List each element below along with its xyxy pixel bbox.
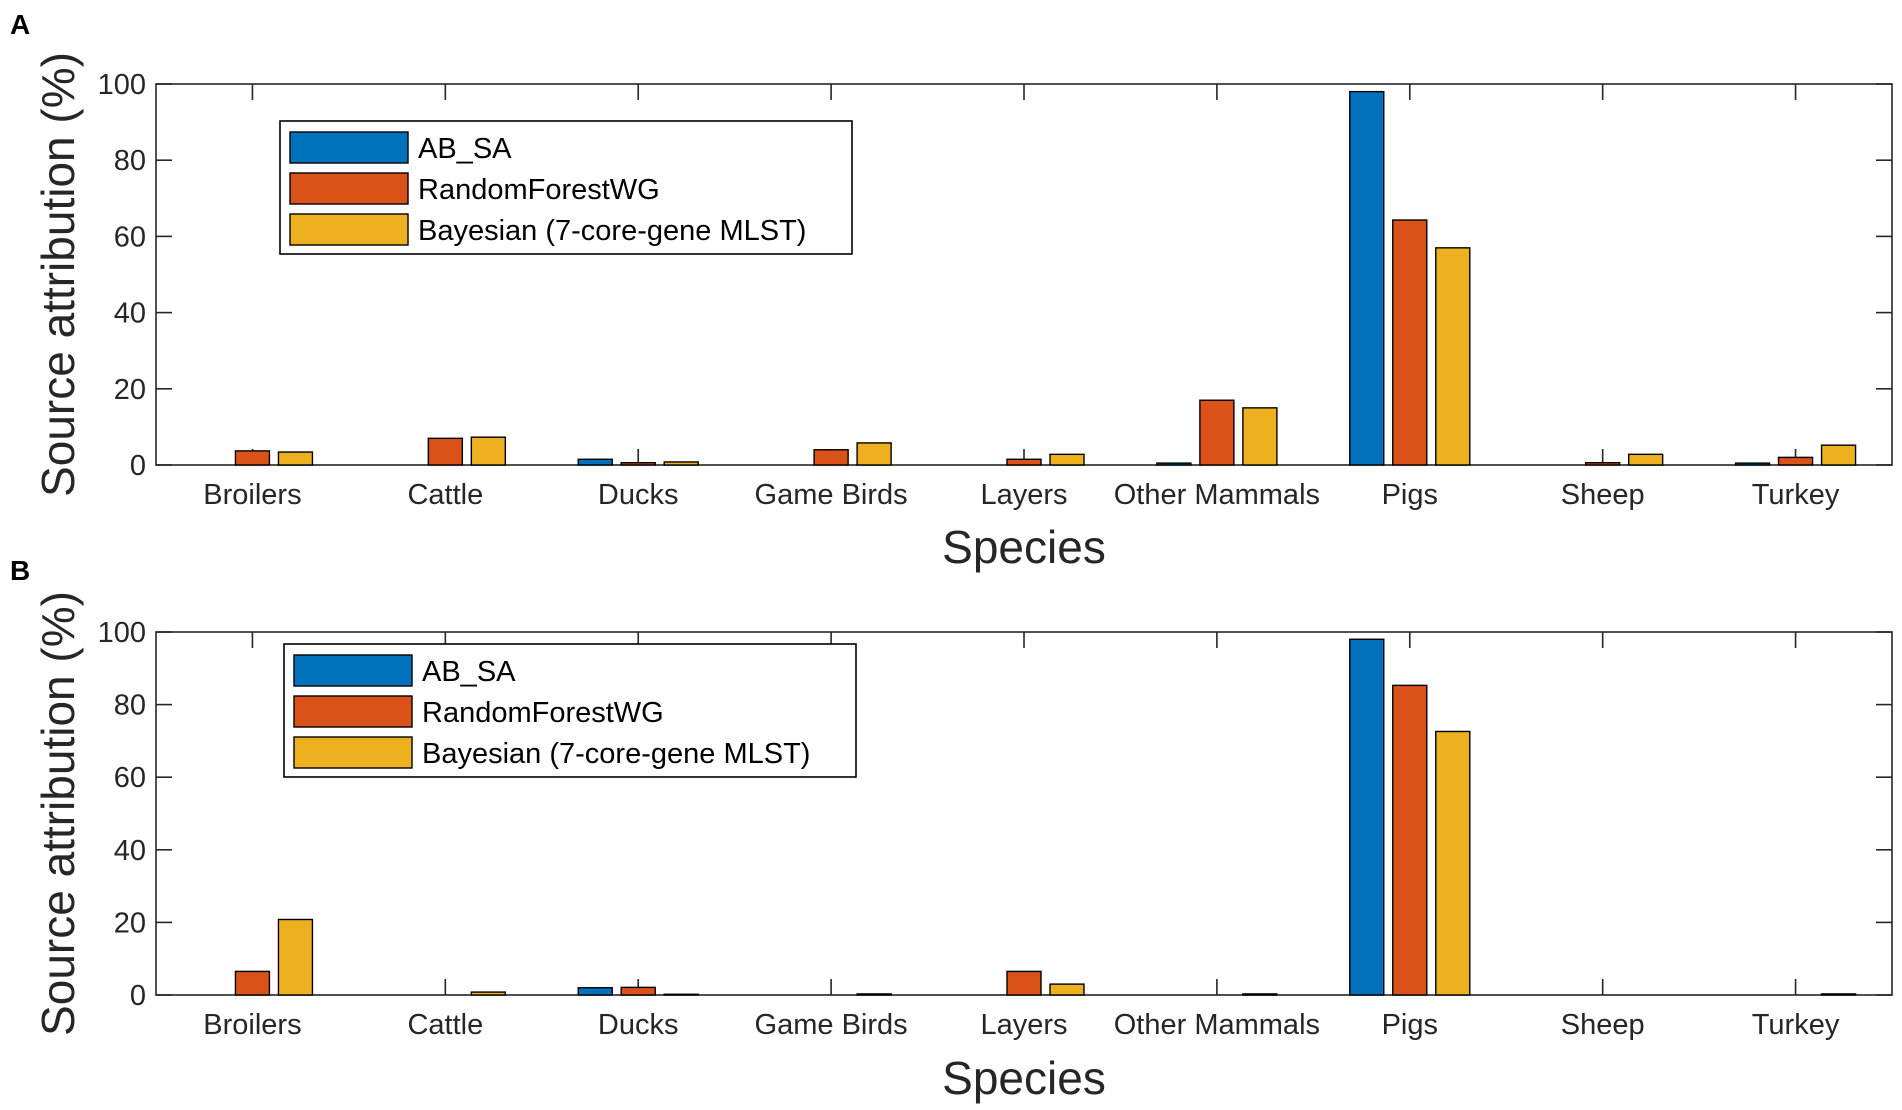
x-tick-label-turkey: Turkey bbox=[1752, 1009, 1840, 1041]
panel-b: B 0 20 40 60 80 100 Broilers Cattle Ducks Game Bir… bbox=[10, 555, 1893, 1104]
legend-swatch-bayesian-7-core-gene-mlst bbox=[289, 213, 409, 246]
bar-bayesian-7-core-gene-mlst-game-birds bbox=[856, 993, 892, 996]
bar-randomforestwg-game-birds bbox=[813, 449, 849, 466]
legend-swatch-ab-sa bbox=[289, 131, 409, 164]
y-tick-label: 60 bbox=[114, 221, 146, 253]
x-tick-label-ducks: Ducks bbox=[598, 479, 679, 511]
x-tick-label-layers: Layers bbox=[980, 1009, 1067, 1041]
legend-label-bayesian-7-core-gene-mlst: Bayesian (7-core-gene MLST) bbox=[418, 215, 806, 247]
bar-randomforestwg-cattle bbox=[427, 437, 464, 466]
legend: AB_SA RandomForestWG Bayesian (7-core-gene… bbox=[279, 120, 853, 255]
legend-label-randomforestwg: RandomForestWG bbox=[418, 174, 660, 206]
bar-ab-sa-pigs bbox=[1349, 90, 1385, 466]
x-tick-label-other-mammals: Other Mammals bbox=[1114, 1009, 1320, 1041]
bar-bayesian-7-core-gene-mlst-broilers bbox=[277, 451, 314, 466]
y-tick-label: 100 bbox=[98, 69, 146, 101]
bar-ab-sa-ducks bbox=[577, 987, 613, 996]
panel-label: A bbox=[10, 9, 30, 40]
y-tick-label: 0 bbox=[130, 980, 146, 1012]
bar-randomforestwg-broilers bbox=[234, 450, 271, 466]
y-tick-label: 40 bbox=[114, 298, 146, 330]
x-tick-label-turkey: Turkey bbox=[1752, 479, 1840, 511]
bar-ab-sa-pigs bbox=[1349, 638, 1385, 996]
bar-ab-sa-ducks bbox=[577, 458, 613, 466]
bar-bayesian-7-core-gene-mlst-pigs bbox=[1435, 730, 1471, 996]
bar-bayesian-7-core-gene-mlst-turkey bbox=[1820, 993, 1857, 996]
y-axis-title: Source attribution (%) bbox=[32, 591, 84, 1036]
legend-label-randomforestwg: RandomForestWG bbox=[422, 697, 664, 729]
bar-randomforestwg-ducks bbox=[620, 986, 656, 996]
x-tick-label-game-birds: Game Birds bbox=[755, 479, 908, 511]
x-axis-title: Species bbox=[942, 521, 1106, 573]
legend: AB_SA RandomForestWG Bayesian (7-core-gene… bbox=[283, 643, 857, 778]
bar-bayesian-7-core-gene-mlst-other-mammals bbox=[1242, 407, 1278, 466]
bar-randomforestwg-sheep bbox=[1584, 462, 1621, 466]
legend-swatch-ab-sa bbox=[293, 654, 413, 687]
bar-ab-sa-other-mammals bbox=[1156, 462, 1192, 466]
legend-label-bayesian-7-core-gene-mlst: Bayesian (7-core-gene MLST) bbox=[422, 738, 810, 770]
bar-randomforestwg-turkey bbox=[1777, 456, 1814, 466]
bar-bayesian-7-core-gene-mlst-game-birds bbox=[856, 442, 892, 466]
bar-bayesian-7-core-gene-mlst-other-mammals bbox=[1242, 993, 1278, 996]
x-tick-label-broilers: Broilers bbox=[203, 1009, 301, 1041]
x-tick-label-cattle: Cattle bbox=[407, 1009, 483, 1041]
legend-label-ab-sa: AB_SA bbox=[418, 133, 512, 165]
bar-bayesian-7-core-gene-mlst-sheep bbox=[1627, 453, 1664, 466]
y-tick-label: 80 bbox=[114, 690, 146, 722]
panel-a: A 0 20 40 60 80 100 Broilers Cattle Ducks Game Bir… bbox=[10, 9, 1893, 573]
y-tick-label: 60 bbox=[114, 762, 146, 794]
bar-bayesian-7-core-gene-mlst-layers bbox=[1049, 983, 1085, 996]
bar-bayesian-7-core-gene-mlst-ducks bbox=[663, 993, 699, 996]
legend-swatch-randomforestwg bbox=[289, 172, 409, 205]
y-tick-label: 20 bbox=[114, 374, 146, 406]
bar-bayesian-7-core-gene-mlst-cattle bbox=[470, 436, 507, 466]
bar-bayesian-7-core-gene-mlst-turkey bbox=[1820, 444, 1857, 466]
x-tick-label-pigs: Pigs bbox=[1382, 1009, 1438, 1041]
bar-bayesian-7-core-gene-mlst-ducks bbox=[663, 461, 699, 466]
y-axis-title: Source attribution (%) bbox=[32, 52, 84, 497]
x-axis-title: Species bbox=[942, 1052, 1106, 1104]
legend-swatch-randomforestwg bbox=[293, 695, 413, 728]
x-tick-label-ducks: Ducks bbox=[598, 1009, 679, 1041]
y-tick-label: 40 bbox=[114, 835, 146, 867]
legend-swatch-bayesian-7-core-gene-mlst bbox=[293, 736, 413, 769]
y-tick-label: 0 bbox=[130, 450, 146, 482]
bar-randomforestwg-pigs bbox=[1392, 219, 1428, 466]
bar-bayesian-7-core-gene-mlst-pigs bbox=[1435, 247, 1471, 466]
panel-label: B bbox=[10, 555, 30, 586]
y-tick-label: 100 bbox=[98, 617, 146, 649]
bar-randomforestwg-pigs bbox=[1392, 684, 1428, 996]
x-tick-label-broilers: Broilers bbox=[203, 479, 301, 511]
x-tick-label-game-birds: Game Birds bbox=[755, 1009, 908, 1041]
bar-ab-sa-turkey bbox=[1734, 462, 1771, 466]
x-tick-label-sheep: Sheep bbox=[1561, 479, 1645, 511]
bar-bayesian-7-core-gene-mlst-broilers bbox=[277, 918, 314, 996]
x-tick-label-sheep: Sheep bbox=[1561, 1009, 1645, 1041]
x-tick-label-cattle: Cattle bbox=[407, 479, 483, 511]
y-tick-label: 80 bbox=[114, 145, 146, 177]
bar-randomforestwg-other-mammals bbox=[1199, 399, 1235, 466]
bar-randomforestwg-layers bbox=[1006, 458, 1042, 466]
bar-bayesian-7-core-gene-mlst-layers bbox=[1049, 453, 1085, 466]
x-tick-label-other-mammals: Other Mammals bbox=[1114, 479, 1320, 511]
x-tick-label-layers: Layers bbox=[980, 479, 1067, 511]
legend-label-ab-sa: AB_SA bbox=[422, 656, 516, 688]
y-tick-label: 20 bbox=[114, 907, 146, 939]
bar-bayesian-7-core-gene-mlst-cattle bbox=[470, 991, 507, 996]
x-tick-label-pigs: Pigs bbox=[1382, 479, 1438, 511]
bar-randomforestwg-ducks bbox=[620, 462, 656, 466]
bar-randomforestwg-layers bbox=[1006, 970, 1042, 996]
bar-randomforestwg-broilers bbox=[234, 970, 271, 996]
